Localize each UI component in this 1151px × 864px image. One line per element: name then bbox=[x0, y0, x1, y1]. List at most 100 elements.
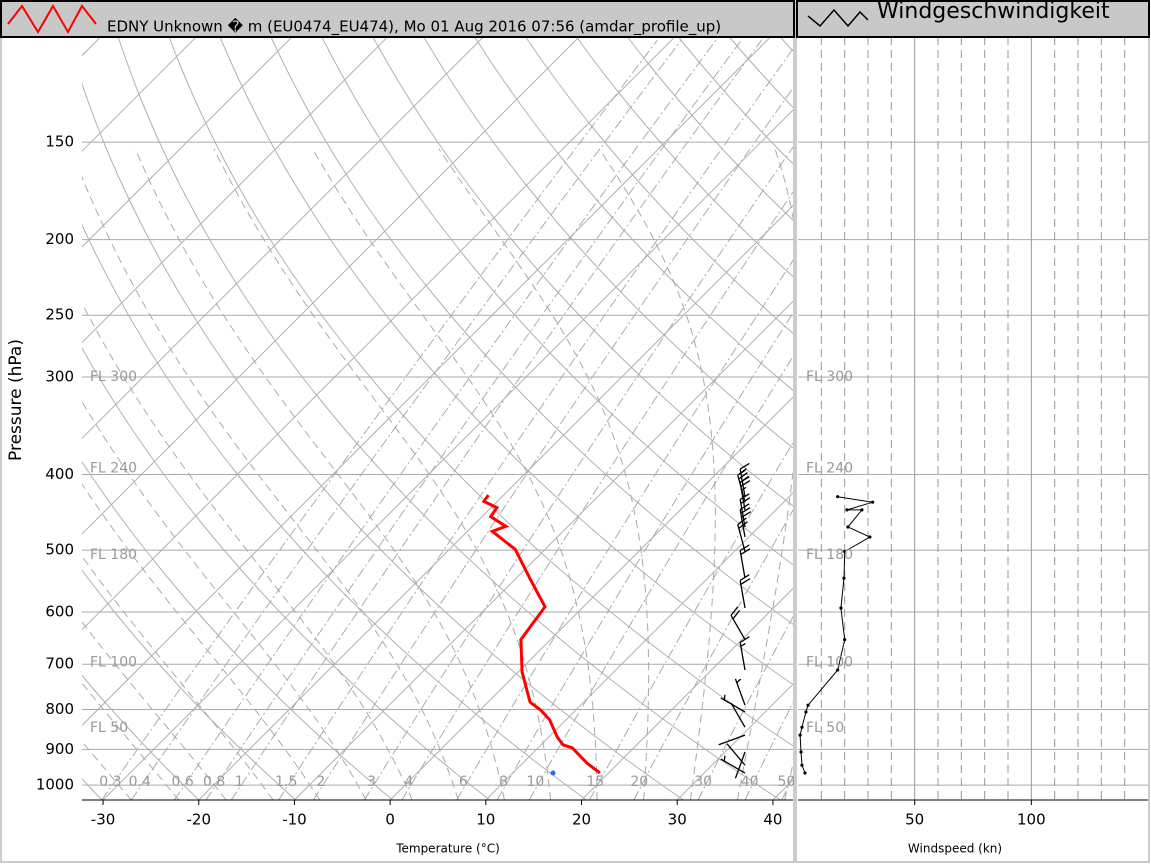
mixing-ratio-label: 3 bbox=[367, 774, 376, 790]
dry-adiabat bbox=[474, 37, 793, 391]
mixing-ratio-label: 30 bbox=[694, 774, 712, 790]
mixing-ratio-label: 0.8 bbox=[203, 774, 225, 790]
flight-level-label: FL 240 bbox=[806, 461, 853, 477]
isotherm bbox=[485, 492, 793, 800]
moist-adiabat bbox=[213, 148, 552, 800]
moist-adiabat bbox=[82, 621, 227, 800]
isotherm bbox=[82, 37, 676, 631]
wind-speed-point bbox=[843, 638, 847, 642]
mixing-ratio-label: 0.3 bbox=[99, 774, 121, 790]
y-tick-label: 200 bbox=[45, 230, 74, 248]
flight-level-label: FL 180 bbox=[806, 547, 853, 563]
isotherm bbox=[82, 37, 772, 727]
mixing-ratio-line bbox=[528, 355, 793, 800]
mixing-ratio-line bbox=[130, 39, 682, 800]
flight-level-label: FL 50 bbox=[90, 720, 128, 736]
mixing-ratio-label: 10 bbox=[526, 774, 544, 790]
legend-label: EDNY Unknown � m (EU0474_EU474), Mo 01 A… bbox=[107, 18, 721, 37]
dewpoint-point bbox=[550, 770, 556, 776]
wind-plot bbox=[798, 37, 1148, 800]
moist-adiabat bbox=[82, 175, 459, 800]
dry-adiabat bbox=[219, 37, 793, 686]
wind-speed-point bbox=[868, 535, 872, 539]
isotherm bbox=[389, 396, 793, 800]
wind-speed-point bbox=[806, 703, 810, 707]
legend-bar bbox=[796, 0, 1150, 38]
flight-level-label: FL 100 bbox=[806, 655, 853, 671]
wind-barb bbox=[720, 694, 746, 713]
moist-adiabat bbox=[134, 148, 505, 800]
flight-level-label: FL 180 bbox=[90, 547, 137, 563]
dry-adiabat bbox=[270, 37, 793, 625]
dry-adiabat bbox=[626, 37, 793, 221]
moist-adiabat bbox=[438, 148, 650, 800]
wind-speed-point bbox=[839, 606, 843, 610]
mixing-ratio-line bbox=[278, 48, 793, 800]
dry-adiabat bbox=[372, 37, 793, 507]
x-tick-label: -20 bbox=[186, 811, 211, 829]
wind-speed-point bbox=[860, 508, 864, 512]
isotherm bbox=[82, 37, 389, 344]
mixing-ratio-label: 8 bbox=[499, 774, 508, 790]
flight-level-label: FL 50 bbox=[806, 720, 844, 736]
wind-speed-point bbox=[799, 750, 803, 754]
dry-adiabat bbox=[82, 82, 684, 800]
wind-speed-point bbox=[803, 771, 807, 775]
mixing-ratio-line bbox=[101, 39, 658, 800]
legend-label: Windgeschwindigkeit bbox=[877, 0, 1110, 24]
mixing-ratio-label: 2 bbox=[316, 774, 325, 790]
y-tick-label: 900 bbox=[45, 740, 74, 758]
x-tick-label: -10 bbox=[282, 811, 307, 829]
flight-level-label: FL 100 bbox=[90, 655, 137, 671]
wind-barb bbox=[720, 755, 746, 774]
dry-adiabat bbox=[82, 223, 587, 800]
isotherm bbox=[581, 587, 793, 800]
x-axis-label: Temperature (°C) bbox=[395, 842, 500, 856]
wind-speed-point bbox=[871, 500, 875, 504]
mixing-ratio-line bbox=[230, 39, 763, 800]
y-tick-label: 600 bbox=[45, 602, 74, 620]
mixing-ratio-line bbox=[363, 146, 793, 800]
wind-barb bbox=[734, 678, 746, 706]
mixing-ratio-label: 6 bbox=[459, 774, 468, 790]
temperature-line bbox=[481, 494, 601, 775]
mixing-ratio-line bbox=[401, 191, 793, 800]
isotherm bbox=[198, 205, 793, 800]
wind-speed-point bbox=[798, 733, 802, 737]
wind-speed-point bbox=[836, 668, 840, 672]
dry-adiabat bbox=[677, 37, 793, 165]
skewt-plot bbox=[82, 37, 793, 800]
wind-barb bbox=[718, 734, 746, 746]
mixing-ratio-line bbox=[589, 441, 793, 800]
dry-adiabat bbox=[82, 569, 297, 800]
flight-level-label: FL 300 bbox=[90, 369, 137, 385]
moist-adiabat bbox=[82, 740, 132, 800]
wind-barb bbox=[739, 544, 751, 579]
x-tick-label: 10 bbox=[476, 811, 495, 829]
flight-level-label: FL 300 bbox=[806, 369, 853, 385]
wind-speed-point bbox=[800, 763, 804, 767]
mixing-ratio-line bbox=[496, 312, 793, 800]
x-tick-label: -30 bbox=[91, 811, 116, 829]
isotherm bbox=[82, 37, 580, 535]
wind-speed-point bbox=[800, 725, 804, 729]
x-tick-label: 40 bbox=[763, 811, 782, 829]
moist-adiabat bbox=[82, 682, 180, 800]
y-axis-label: Pressure (hPa) bbox=[6, 339, 26, 461]
moist-adiabat bbox=[598, 148, 716, 800]
wind-speed-point bbox=[842, 576, 846, 580]
dry-adiabat bbox=[117, 37, 781, 800]
mixing-ratio-line bbox=[312, 87, 793, 800]
legend-bar bbox=[0, 0, 795, 38]
y-tick-label: 1000 bbox=[36, 776, 74, 794]
y-tick-label: 150 bbox=[45, 133, 74, 151]
x-axis-label: Windspeed (kn) bbox=[908, 842, 1002, 856]
mixing-ratio-line bbox=[205, 39, 742, 800]
x-tick-label: 100 bbox=[1017, 811, 1046, 829]
wind-speed-point bbox=[804, 710, 808, 714]
mixing-ratio-label: 40 bbox=[741, 774, 759, 790]
wind-speed-line bbox=[799, 496, 873, 774]
y-tick-label: 250 bbox=[45, 306, 74, 324]
